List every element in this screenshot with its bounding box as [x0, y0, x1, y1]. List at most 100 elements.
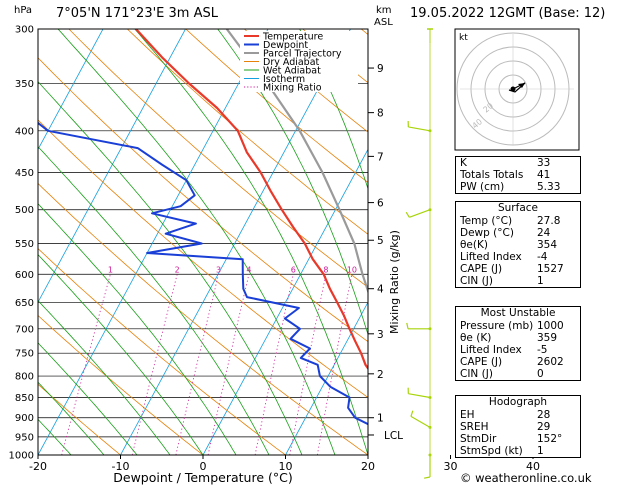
wind-barb [408, 126, 431, 132]
pressure-tick-label: 1000 [9, 451, 34, 462]
km-tick-label: 6 [377, 198, 384, 210]
km-tick-label: 2 [377, 369, 384, 381]
wet-adiabat-line [38, 418, 72, 455]
surface-value: 1527 [537, 263, 564, 275]
km-tick-label: 9 [377, 63, 384, 75]
dry-adiabat-line [38, 182, 368, 455]
wind-barb-flag [405, 211, 410, 218]
most-unstable-label: Lifted Index [460, 344, 522, 356]
surface-label: θe(K) [460, 239, 488, 251]
surface-row: CIN (J) 1 [456, 275, 580, 287]
hodograph-row: StmDir 152° [456, 433, 580, 445]
wind-barb-dot [428, 208, 432, 212]
datetime-title: 19.05.2022 12GMT (Base: 12) [410, 6, 606, 21]
dry-adiabat-line [185, 29, 368, 184]
surface-row: Lifted Index -4 [456, 251, 580, 263]
parcel-trajectory-line [225, 29, 368, 295]
dry-adiabat-line [38, 119, 368, 398]
mixing-ratio-label: 10 [347, 265, 357, 274]
km-tick-label: 3 [377, 329, 384, 341]
most-unstable-label: CIN (J) [460, 368, 493, 380]
lcl-label: LCL [384, 430, 403, 442]
hodograph-value: 1 [537, 445, 544, 457]
index-value: 5.33 [537, 181, 561, 193]
hodograph-row: StmSpd (kt) 1 [456, 445, 580, 457]
surface-row: Temp (°C) 27.8 [456, 215, 580, 227]
mixing-ratio-label: 1 [108, 265, 113, 274]
x-axis-label: Dewpoint / Temperature (°C) [113, 470, 292, 485]
wind-barb-dot [428, 327, 432, 331]
index-label: K [460, 157, 467, 169]
mixing-ratio-axis-label: Mixing Ratio (g/kg) [388, 230, 401, 334]
x-tick-label: 20 [361, 460, 375, 473]
mixing-ratio-label: 8 [323, 265, 328, 274]
surface-value: 354 [537, 239, 558, 251]
surface-label: Dewp (°C) [460, 227, 514, 239]
units-hpa: hPa [14, 5, 33, 16]
most-unstable-label: Pressure (mb) [460, 320, 534, 332]
most-unstable-value: 1000 [537, 320, 564, 332]
surface-table: Surface Temp (°C) 27.8 Dewp (°C) 24 θe(K) 354… [455, 201, 581, 288]
wind-barb-flag [410, 410, 414, 417]
mixing-ratio-label: 6 [291, 265, 296, 274]
hodograph-row: SREH 29 [456, 421, 580, 433]
dry-adiabat-line [68, 29, 368, 288]
most-unstable-value: 0 [537, 368, 544, 380]
hodograph-label: SREH [460, 421, 489, 433]
most-unstable-row: CAPE (J) 2602 [456, 356, 580, 368]
surface-title: Surface [497, 202, 538, 214]
index-value: 41 [537, 169, 551, 181]
wind-barb-dot [428, 129, 432, 133]
hodograph-value: 152° [537, 433, 563, 445]
legend-label: Parcel Trajectory [263, 49, 342, 60]
surface-row: CAPE (J) 1527 [456, 263, 580, 275]
hodograph-label: StmDir [460, 433, 497, 445]
isotherm-line [38, 29, 104, 151]
dry-adiabat-line [126, 29, 368, 235]
x-tick-label: 30 [444, 460, 458, 473]
most-unstable-row: θe (K) 359 [456, 332, 580, 344]
wet-adiabat-line [0, 17, 5, 455]
wet-adiabat-line [299, 29, 368, 190]
pressure-tick-label: 900 [15, 413, 34, 424]
pressure-tick-label: 750 [15, 349, 34, 360]
legend-label: Dry Adiabat [263, 57, 320, 68]
surface-value: 1 [537, 275, 544, 287]
legend-label: Mixing Ratio [263, 83, 322, 94]
surface-value: -4 [537, 251, 548, 263]
wet-adiabat-line [38, 203, 237, 455]
wind-barb-dot [428, 395, 432, 399]
wet-adiabat-line [57, 29, 336, 455]
location-title: 7°05'N 171°23'E 3m ASL [56, 6, 218, 21]
km-tick-label: 8 [377, 108, 384, 120]
legend-label: Wet Adiabat [263, 66, 321, 77]
km-tick-label: 1 [377, 413, 384, 425]
index-label: PW (cm) [460, 181, 505, 193]
mixing-ratio-line [207, 274, 250, 455]
pressure-tick-label: 950 [15, 432, 34, 443]
units-km: km [376, 5, 392, 16]
wind-barb [409, 209, 431, 218]
storm-motion-dot [510, 86, 516, 92]
hodograph-value: 28 [537, 409, 551, 421]
copyright: © weatheronline.co.uk [460, 471, 592, 485]
legend-label: Temperature [262, 32, 323, 43]
most-unstable-row: Pressure (mb) 1000 [456, 320, 580, 332]
mixing-ratio-label: 20 [431, 265, 441, 274]
pressure-tick-label: 450 [15, 168, 34, 179]
index-row: Totals Totals 41 [456, 169, 580, 181]
most-unstable-label: CAPE (J) [460, 356, 503, 368]
wind-barb-dot [428, 453, 432, 457]
wet-adiabat-line [38, 299, 171, 455]
isotherm-line [202, 148, 368, 455]
hodograph-label: EH [460, 409, 475, 421]
mixing-ratio-line [175, 274, 219, 455]
km-tick-label: 5 [377, 235, 384, 247]
pressure-tick-label: 600 [15, 270, 34, 281]
mixing-ratio-line [407, 274, 436, 455]
index-label: Totals Totals [460, 169, 524, 181]
index-row: PW (cm) 5.33 [456, 181, 580, 193]
dry-adiabat-line [38, 248, 287, 455]
surface-label: CIN (J) [460, 275, 493, 287]
